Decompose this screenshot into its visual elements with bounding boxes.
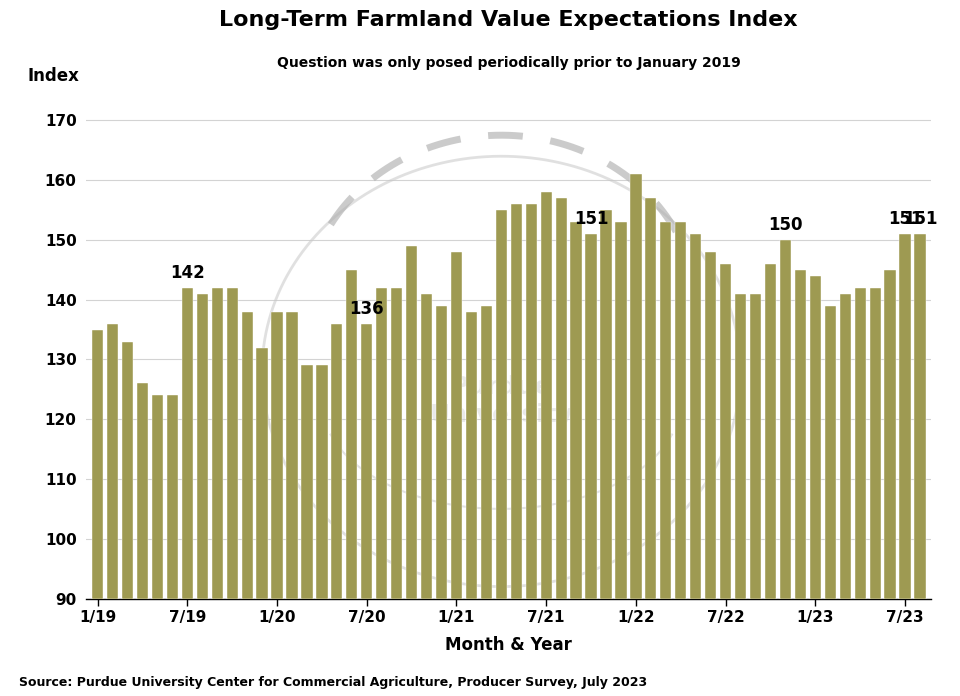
Bar (286, 312, 298, 599)
Bar (840, 294, 851, 599)
Bar (570, 222, 582, 599)
Bar (900, 234, 911, 599)
Bar (436, 306, 447, 599)
Bar (420, 294, 432, 599)
Bar (675, 222, 686, 599)
Bar (391, 287, 402, 599)
Bar (660, 222, 671, 599)
Bar (301, 365, 313, 599)
Text: 150: 150 (768, 216, 803, 234)
Bar (316, 365, 327, 599)
Bar (780, 240, 791, 599)
Bar (914, 234, 925, 599)
Bar (451, 252, 462, 599)
Bar (347, 270, 357, 599)
Bar (122, 342, 133, 599)
Text: Index: Index (27, 68, 79, 86)
Bar (631, 174, 641, 599)
Text: 142: 142 (170, 264, 204, 282)
Bar (600, 210, 612, 599)
Bar (735, 294, 746, 599)
Bar (406, 246, 418, 599)
Text: Long-Term Farmland Value Expectations Index: Long-Term Farmland Value Expectations In… (220, 10, 798, 29)
Bar (495, 210, 507, 599)
Bar (645, 198, 657, 599)
Bar (854, 287, 866, 599)
Bar (181, 287, 193, 599)
Bar (167, 395, 178, 599)
Text: 136: 136 (349, 299, 384, 317)
Bar (705, 252, 716, 599)
Bar (466, 312, 477, 599)
Bar (586, 234, 597, 599)
Bar (750, 294, 761, 599)
Bar (870, 287, 880, 599)
Bar (92, 330, 104, 599)
Bar (331, 324, 343, 599)
Bar (615, 222, 627, 599)
Bar (272, 312, 282, 599)
Text: 151: 151 (574, 210, 609, 228)
X-axis label: Month & Year: Month & Year (445, 636, 572, 654)
Text: Question was only posed periodically prior to January 2019: Question was only posed periodically pri… (276, 56, 741, 70)
Bar (152, 395, 163, 599)
Text: 151: 151 (902, 210, 937, 228)
Bar (107, 324, 118, 599)
Bar (690, 234, 702, 599)
Bar (795, 270, 806, 599)
Bar (197, 294, 208, 599)
Bar (481, 306, 492, 599)
Bar (809, 276, 821, 599)
Bar (526, 204, 537, 599)
Bar (361, 324, 372, 599)
Bar (720, 264, 732, 599)
Bar (884, 270, 896, 599)
Bar (227, 287, 238, 599)
Text: Purdue
University: Purdue University (429, 375, 573, 427)
Bar (825, 306, 836, 599)
Bar (540, 192, 552, 599)
Bar (211, 287, 223, 599)
Bar (376, 287, 387, 599)
Text: 151: 151 (888, 210, 923, 228)
Bar (765, 264, 776, 599)
Bar (137, 383, 148, 599)
Bar (242, 312, 252, 599)
Bar (256, 347, 268, 599)
Text: Source: Purdue University Center for Commercial Agriculture, Producer Survey, Ju: Source: Purdue University Center for Com… (19, 676, 647, 689)
Bar (511, 204, 522, 599)
Bar (556, 198, 566, 599)
